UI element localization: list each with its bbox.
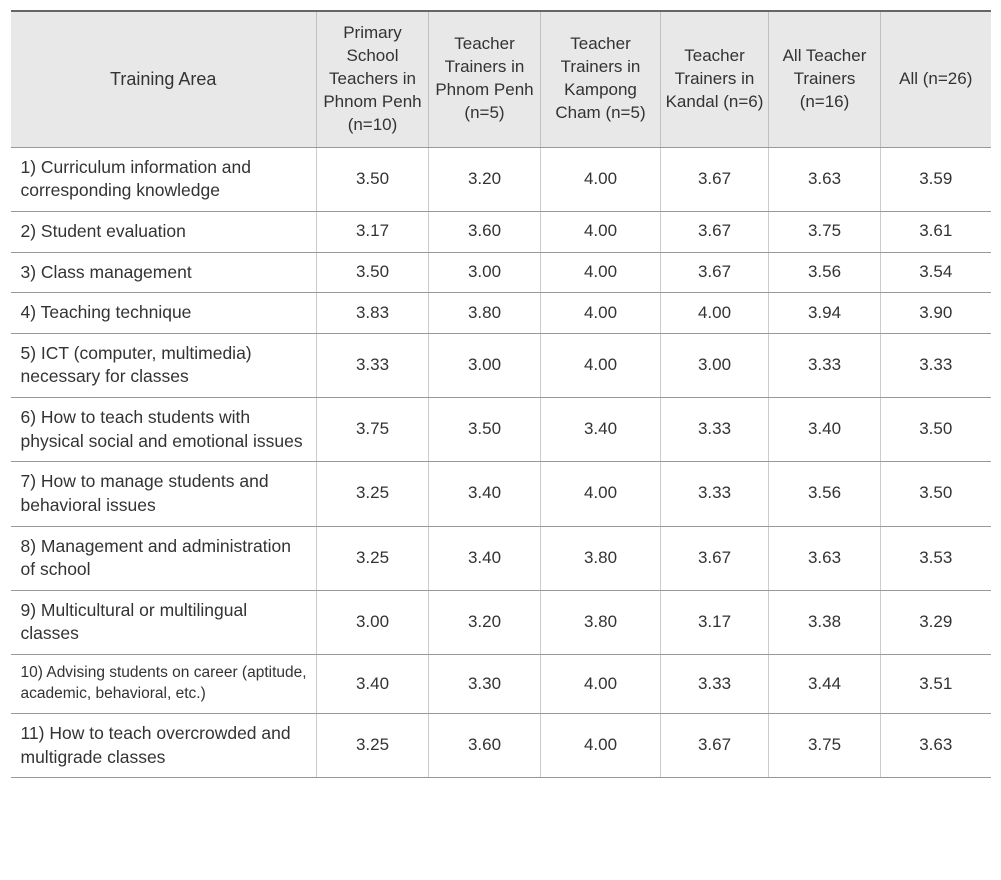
cell-value: 3.44 <box>769 655 881 714</box>
table-row: 1) Curriculum information and correspond… <box>11 147 991 211</box>
cell-value: 3.33 <box>661 655 769 714</box>
cell-value: 3.63 <box>769 526 881 590</box>
table-row: 6) How to teach students with physical s… <box>11 398 991 462</box>
row-label: 3) Class management <box>11 252 317 293</box>
col-header-trainers-phnom: Teacher Trainers in Phnom Penh (n=5) <box>429 11 541 147</box>
col-header-primary-phnom: Primary School Teachers in Phnom Penh (n… <box>317 11 429 147</box>
cell-value: 4.00 <box>541 147 661 211</box>
cell-value: 3.25 <box>317 713 429 777</box>
cell-value: 3.53 <box>881 526 991 590</box>
cell-value: 3.56 <box>769 252 881 293</box>
cell-value: 4.00 <box>541 333 661 397</box>
row-label: 10) Advising students on career (aptitud… <box>11 655 317 714</box>
cell-value: 3.33 <box>661 462 769 526</box>
table-row: 10) Advising students on career (aptitud… <box>11 655 991 714</box>
cell-value: 3.60 <box>429 211 541 252</box>
cell-value: 4.00 <box>661 293 769 334</box>
col-header-trainers-kandal: Teacher Trainers in Kandal (n=6) <box>661 11 769 147</box>
cell-value: 3.75 <box>317 398 429 462</box>
cell-value: 3.33 <box>317 333 429 397</box>
table-row: 8) Management and administration of scho… <box>11 526 991 590</box>
cell-value: 3.67 <box>661 713 769 777</box>
cell-value: 3.00 <box>429 252 541 293</box>
cell-value: 3.17 <box>317 211 429 252</box>
cell-value: 3.40 <box>429 462 541 526</box>
cell-value: 3.67 <box>661 211 769 252</box>
cell-value: 3.40 <box>769 398 881 462</box>
cell-value: 3.33 <box>661 398 769 462</box>
cell-value: 3.40 <box>317 655 429 714</box>
cell-value: 3.38 <box>769 590 881 654</box>
cell-value: 4.00 <box>541 713 661 777</box>
cell-value: 4.00 <box>541 462 661 526</box>
table-row: 9) Multicultural or multilingual classes… <box>11 590 991 654</box>
row-label: 11) How to teach overcrowded and multigr… <box>11 713 317 777</box>
cell-value: 3.17 <box>661 590 769 654</box>
cell-value: 3.90 <box>881 293 991 334</box>
cell-value: 3.20 <box>429 147 541 211</box>
cell-value: 3.60 <box>429 713 541 777</box>
cell-value: 3.94 <box>769 293 881 334</box>
table-header: Training Area Primary School Teachers in… <box>11 11 991 147</box>
cell-value: 3.50 <box>881 462 991 526</box>
cell-value: 3.40 <box>429 526 541 590</box>
table-row: 11) How to teach overcrowded and multigr… <box>11 713 991 777</box>
cell-value: 3.00 <box>317 590 429 654</box>
cell-value: 4.00 <box>541 252 661 293</box>
cell-value: 4.00 <box>541 211 661 252</box>
cell-value: 3.80 <box>429 293 541 334</box>
cell-value: 3.40 <box>541 398 661 462</box>
cell-value: 3.00 <box>429 333 541 397</box>
row-label: 2) Student evaluation <box>11 211 317 252</box>
cell-value: 3.80 <box>541 526 661 590</box>
col-header-training-area: Training Area <box>11 11 317 147</box>
cell-value: 4.00 <box>541 293 661 334</box>
col-header-all-trainers: All Teacher Trainers (n=16) <box>769 11 881 147</box>
cell-value: 3.54 <box>881 252 991 293</box>
cell-value: 3.30 <box>429 655 541 714</box>
row-label: 4) Teaching technique <box>11 293 317 334</box>
cell-value: 3.25 <box>317 526 429 590</box>
cell-value: 3.67 <box>661 526 769 590</box>
cell-value: 3.50 <box>317 252 429 293</box>
table-row: 3) Class management3.503.004.003.673.563… <box>11 252 991 293</box>
table-row: 5) ICT (computer, multimedia) necessary … <box>11 333 991 397</box>
cell-value: 3.33 <box>769 333 881 397</box>
row-label: 8) Management and administration of scho… <box>11 526 317 590</box>
row-label: 1) Curriculum information and correspond… <box>11 147 317 211</box>
col-header-trainers-kampong: Teacher Trainers in Kampong Cham (n=5) <box>541 11 661 147</box>
cell-value: 3.67 <box>661 147 769 211</box>
cell-value: 3.83 <box>317 293 429 334</box>
table-body: 1) Curriculum information and correspond… <box>11 147 991 777</box>
cell-value: 3.63 <box>769 147 881 211</box>
row-label: 9) Multicultural or multilingual classes <box>11 590 317 654</box>
row-label: 6) How to teach students with physical s… <box>11 398 317 462</box>
cell-value: 3.50 <box>317 147 429 211</box>
cell-value: 3.20 <box>429 590 541 654</box>
col-header-all: All (n=26) <box>881 11 991 147</box>
cell-value: 3.67 <box>661 252 769 293</box>
cell-value: 3.80 <box>541 590 661 654</box>
cell-value: 3.51 <box>881 655 991 714</box>
cell-value: 3.25 <box>317 462 429 526</box>
cell-value: 3.33 <box>881 333 991 397</box>
cell-value: 3.59 <box>881 147 991 211</box>
table-row: 7) How to manage students and behavioral… <box>11 462 991 526</box>
cell-value: 3.63 <box>881 713 991 777</box>
table-row: 2) Student evaluation3.173.604.003.673.7… <box>11 211 991 252</box>
cell-value: 3.50 <box>881 398 991 462</box>
table-row: 4) Teaching technique3.833.804.004.003.9… <box>11 293 991 334</box>
cell-value: 3.75 <box>769 211 881 252</box>
cell-value: 3.75 <box>769 713 881 777</box>
data-table: Training Area Primary School Teachers in… <box>11 10 991 778</box>
cell-value: 4.00 <box>541 655 661 714</box>
training-area-table: Training Area Primary School Teachers in… <box>11 10 991 778</box>
row-label: 7) How to manage students and behavioral… <box>11 462 317 526</box>
cell-value: 3.29 <box>881 590 991 654</box>
cell-value: 3.56 <box>769 462 881 526</box>
cell-value: 3.00 <box>661 333 769 397</box>
cell-value: 3.61 <box>881 211 991 252</box>
cell-value: 3.50 <box>429 398 541 462</box>
row-label: 5) ICT (computer, multimedia) necessary … <box>11 333 317 397</box>
